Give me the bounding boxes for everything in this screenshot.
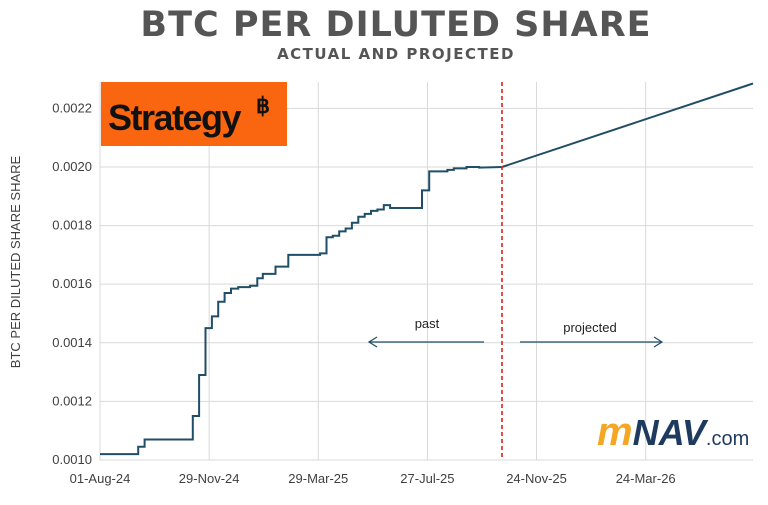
- mnav-logo: mNAV.com: [597, 410, 749, 454]
- strategy-logo-text: Strategy: [108, 97, 242, 138]
- y-tick-label: 0.0016: [52, 276, 92, 291]
- annotation-group: past projected: [367, 82, 664, 460]
- strategy-logo-background: [101, 82, 287, 146]
- y-tick-label: 0.0020: [52, 159, 92, 174]
- mnav-logo-text: mNAV.com: [597, 410, 749, 454]
- y-tick-label: 0.0018: [52, 218, 92, 233]
- past-arrow-head: [367, 336, 378, 348]
- projected-arrow-head: [653, 336, 664, 348]
- y-axis-label: BTC PER DILUTED SHARE SHARE: [8, 155, 23, 368]
- chart-subtitle: ACTUAL AND PROJECTED: [277, 45, 515, 63]
- y-tick-label: 0.0014: [52, 335, 92, 350]
- mnav-logo-com: .com: [706, 428, 749, 450]
- y-tick-label: 0.0012: [52, 393, 92, 408]
- projected-label: projected: [563, 320, 616, 335]
- gridlines: [99, 82, 753, 461]
- past-label: past: [415, 316, 440, 331]
- series-group: [100, 82, 754, 456]
- x-tick-label: 29-Nov-24: [179, 471, 240, 486]
- series-actual-line: [100, 166, 503, 456]
- x-tick-label: 01-Aug-24: [70, 471, 131, 486]
- series-projected-line: [501, 82, 754, 168]
- strategy-logo: Strategy ฿: [101, 82, 287, 146]
- y-tick-label: 0.0010: [52, 452, 92, 467]
- axis-ticks: 0.0010 0.0012 0.0014 0.0016 0.0018 0.0020 0.00…: [52, 100, 675, 486]
- mnav-logo-m: m: [597, 410, 633, 454]
- mnav-logo-nav: NAV: [633, 412, 709, 453]
- strategy-bitcoin-symbol: ฿: [256, 93, 269, 118]
- chart-title: BTC PER DILUTED SHARE: [140, 5, 651, 45]
- x-tick-label: 24-Mar-26: [616, 471, 676, 486]
- x-tick-label: 24-Nov-25: [506, 471, 567, 486]
- x-tick-label: 27-Jul-25: [400, 471, 454, 486]
- y-tick-label: 0.0022: [52, 100, 92, 115]
- x-tick-label: 29-Mar-25: [288, 471, 348, 486]
